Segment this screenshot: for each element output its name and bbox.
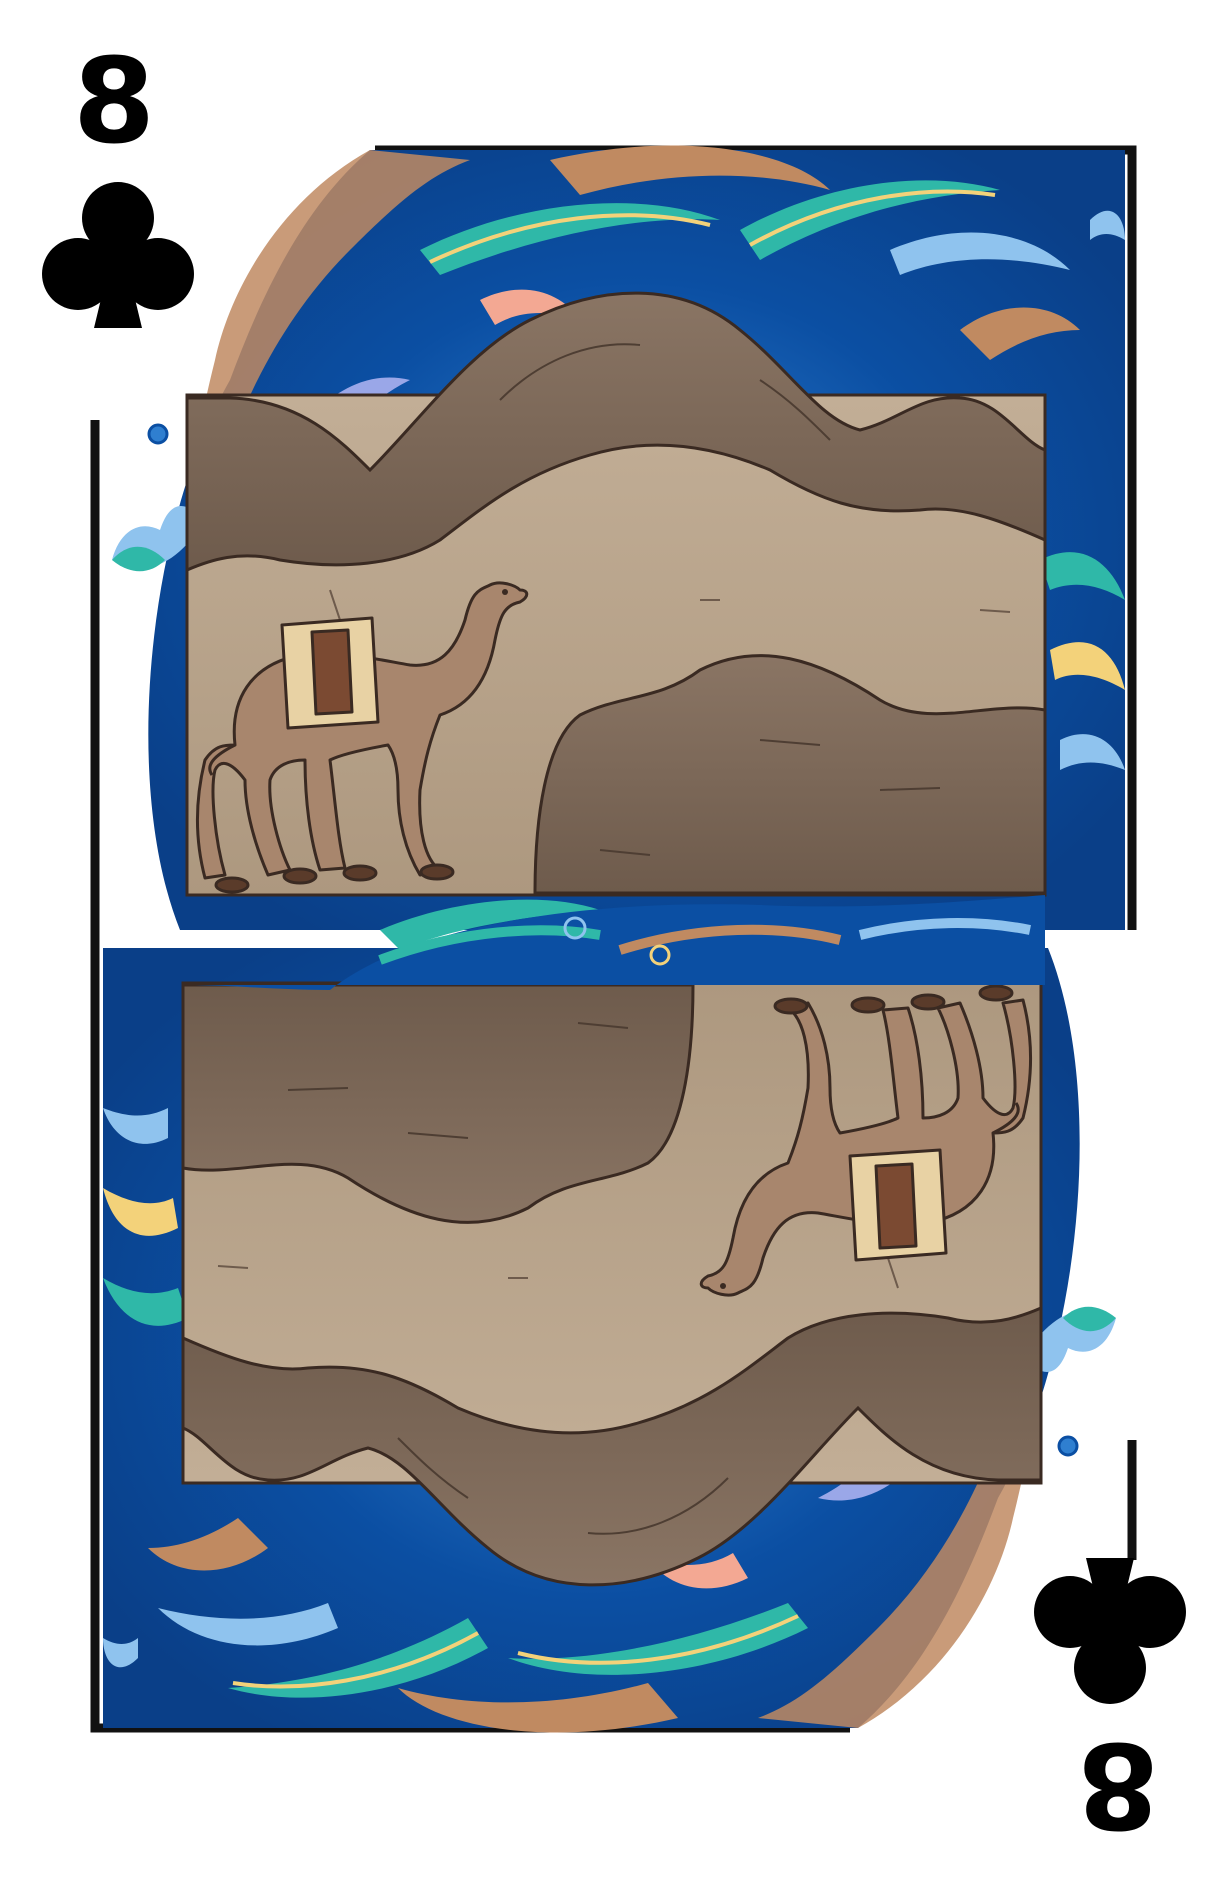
club-icon (42, 182, 194, 328)
club-icon (1034, 1558, 1186, 1704)
rank-index-top: 8 (72, 32, 156, 170)
top-camel-scene (110, 143, 1127, 953)
center-swirl-band (187, 895, 1045, 990)
bottom-camel-scene (101, 926, 1118, 1735)
rank-index-bottom: 8 (1076, 1716, 1160, 1854)
